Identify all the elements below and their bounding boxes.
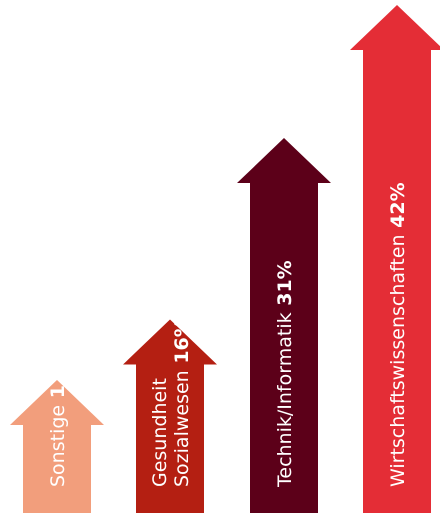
category-label: Wirtschaftswissenschaften 42%	[387, 182, 409, 487]
arrow-bar-4: Wirtschaftswissenschaften 42%	[350, 5, 440, 513]
arrow-shape	[10, 379, 104, 513]
category-label: Sonstige 11%	[47, 353, 69, 487]
category-label: Gesundheit	[149, 378, 171, 487]
arrow-bar-1: Sonstige 11%	[10, 353, 104, 513]
value-label: 42%	[387, 182, 409, 234]
arrow-label: Wirtschaftswissenschaften 42%	[387, 182, 409, 487]
value-label: 11%	[47, 353, 69, 405]
arrow-label: Sonstige 11%	[47, 353, 69, 487]
category-label: Sozialwesen 16%	[171, 318, 193, 487]
arrow-bar-2: GesundheitSozialwesen 16%	[123, 318, 217, 513]
arrow-label: Technik/Informatik 31%	[274, 260, 296, 488]
value-label: 31%	[274, 260, 296, 312]
arrow-shape	[350, 5, 440, 513]
arrow-label: GesundheitSozialwesen 16%	[149, 318, 193, 487]
arrow-shape	[123, 319, 217, 513]
value-label: 16%	[171, 318, 193, 370]
arrow-shape	[237, 138, 331, 513]
arrow-bar-3: Technik/Informatik 31%	[237, 138, 331, 513]
category-label: Technik/Informatik 31%	[274, 260, 296, 488]
